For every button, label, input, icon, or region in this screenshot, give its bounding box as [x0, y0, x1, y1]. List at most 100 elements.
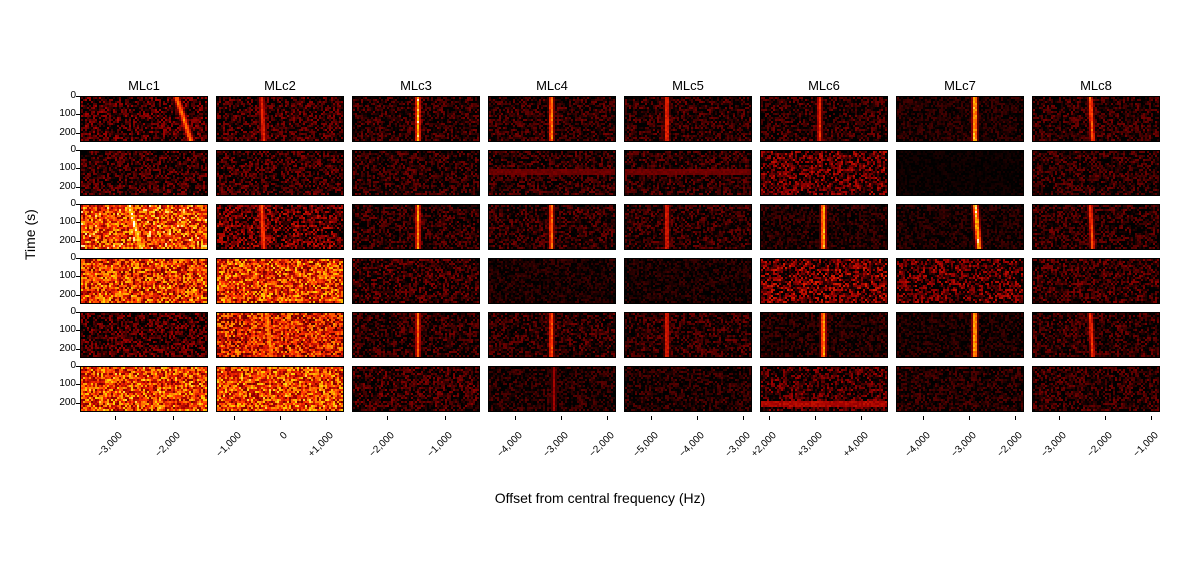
x-tick-label: −4,000 — [883, 430, 933, 480]
tick-mark — [515, 416, 516, 420]
spectrogram-canvas — [761, 97, 888, 142]
spectrogram-canvas — [489, 205, 616, 250]
y-tick-label: 200 — [59, 344, 76, 354]
spectrogram-canvas — [81, 205, 208, 250]
spectrogram-panel — [352, 204, 480, 250]
spectrogram-panel — [352, 366, 480, 412]
y-axis-label: Time (s) — [22, 209, 38, 260]
spectrogram-panel — [1032, 150, 1160, 196]
spectrogram-canvas — [897, 97, 1024, 142]
spectrogram-canvas — [897, 367, 1024, 412]
column-header: MLc2 — [216, 78, 344, 93]
spectrogram-canvas — [761, 313, 888, 358]
spectrogram-panel — [216, 204, 344, 250]
x-tick-label: −1,000 — [405, 430, 455, 480]
y-tick-label: 100 — [59, 271, 76, 281]
spectrogram-panel — [760, 96, 888, 142]
spectrogram-canvas — [217, 259, 344, 304]
x-ticks: −1,0000+1,000 — [216, 416, 346, 486]
spectrogram-canvas — [761, 259, 888, 304]
spectrogram-panel — [80, 96, 208, 142]
spectrogram-canvas — [761, 151, 888, 196]
spectrogram-panel — [80, 204, 208, 250]
x-ticks: −4,000−3,000−2,000 — [488, 416, 618, 486]
tick-mark — [173, 416, 174, 420]
spectrogram-panel — [80, 258, 208, 304]
spectrogram-canvas — [625, 151, 752, 196]
spectrogram-canvas — [81, 151, 208, 196]
spectrogram-panel — [1032, 204, 1160, 250]
spectrogram-canvas — [625, 259, 752, 304]
tick-mark — [445, 416, 446, 420]
spectrogram-canvas — [1033, 205, 1160, 250]
x-tick-label: −2,000 — [133, 430, 183, 480]
spectrogram-canvas — [353, 205, 480, 250]
column-header: MLc6 — [760, 78, 888, 93]
spectrogram-canvas — [81, 367, 208, 412]
spectrogram-canvas — [897, 205, 1024, 250]
spectrogram-canvas — [1033, 259, 1160, 304]
column-header: MLc5 — [624, 78, 752, 93]
tick-mark — [769, 416, 770, 420]
spectrogram-canvas — [217, 151, 344, 196]
y-tick-label: 100 — [59, 109, 76, 119]
spectrogram-panel — [760, 312, 888, 358]
spectrogram-panel — [1032, 96, 1160, 142]
tick-mark — [234, 416, 235, 420]
x-tick-label: −4,000 — [475, 430, 525, 480]
spectrogram-panel — [488, 150, 616, 196]
x-tick-label: −2,000 — [346, 430, 396, 480]
x-ticks: −3,000−2,000−1,000 — [1032, 416, 1162, 486]
spectrogram-panel — [216, 96, 344, 142]
spectrogram-canvas — [353, 97, 480, 142]
column-header: MLc4 — [488, 78, 616, 93]
x-tick-label: −3,000 — [521, 430, 571, 480]
tick-mark — [651, 416, 652, 420]
y-tick-label: 200 — [59, 236, 76, 246]
y-tick-label: 200 — [59, 290, 76, 300]
spectrogram-canvas — [489, 151, 616, 196]
column-header: MLc7 — [896, 78, 1024, 93]
spectrogram-canvas — [1033, 97, 1160, 142]
spectrogram-canvas — [625, 367, 752, 412]
spectrogram-panel — [80, 312, 208, 358]
spectrogram-panel — [624, 96, 752, 142]
tick-mark — [1059, 416, 1060, 420]
spectrogram-panel — [488, 258, 616, 304]
spectrogram-canvas — [1033, 367, 1160, 412]
tick-mark — [1105, 416, 1106, 420]
tick-mark — [280, 416, 281, 420]
tick-mark — [326, 416, 327, 420]
spectrogram-canvas — [353, 367, 480, 412]
x-tick-label: +4,000 — [820, 430, 870, 480]
spectrogram-canvas — [1033, 313, 1160, 358]
spectrogram-panel — [352, 96, 480, 142]
y-tick-label: 200 — [59, 182, 76, 192]
spectrogram-canvas — [81, 259, 208, 304]
spectrogram-panel — [896, 366, 1024, 412]
spectrogram-canvas — [625, 205, 752, 250]
spectrogram-canvas — [489, 259, 616, 304]
tick-mark — [861, 416, 862, 420]
spectrogram-canvas — [217, 367, 344, 412]
x-ticks: −3,000−2,000 — [80, 416, 210, 486]
x-ticks: −4,000−3,000−2,000 — [896, 416, 1026, 486]
spectrogram-panel — [1032, 258, 1160, 304]
spectrogram-canvas — [217, 205, 344, 250]
x-tick-label: −3,000 — [1019, 430, 1069, 480]
spectrogram-panel — [352, 150, 480, 196]
spectrogram-panel — [624, 204, 752, 250]
spectrogram-canvas — [625, 313, 752, 358]
spectrogram-panel — [896, 204, 1024, 250]
tick-mark — [697, 416, 698, 420]
x-tick-label: −1,000 — [1110, 430, 1160, 480]
spectrogram-panel — [896, 96, 1024, 142]
spectrogram-panel — [488, 96, 616, 142]
tick-mark — [607, 416, 608, 420]
x-tick-label: −3,000 — [929, 430, 979, 480]
spectrogram-panel — [1032, 312, 1160, 358]
y-ticks: 0100200 — [46, 150, 76, 196]
y-ticks: 0100200 — [46, 204, 76, 250]
column-header: MLc1 — [80, 78, 208, 93]
spectrogram-panel — [488, 366, 616, 412]
